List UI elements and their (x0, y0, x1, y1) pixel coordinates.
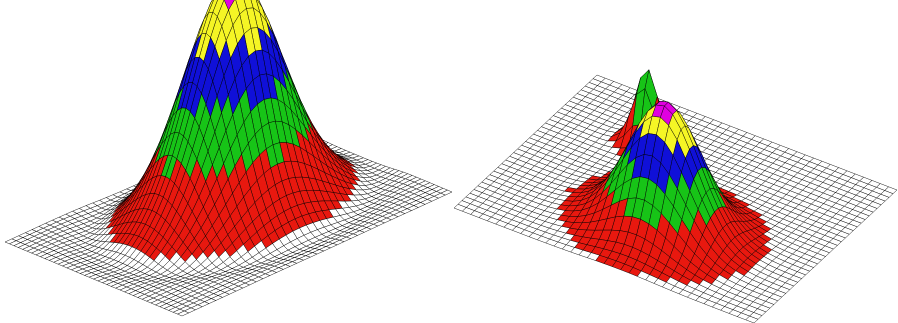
two-peak-surface-plot (453, 68, 898, 323)
surface-plot-figure (4, 0, 898, 323)
single-peak-surface-plot (4, 0, 453, 317)
